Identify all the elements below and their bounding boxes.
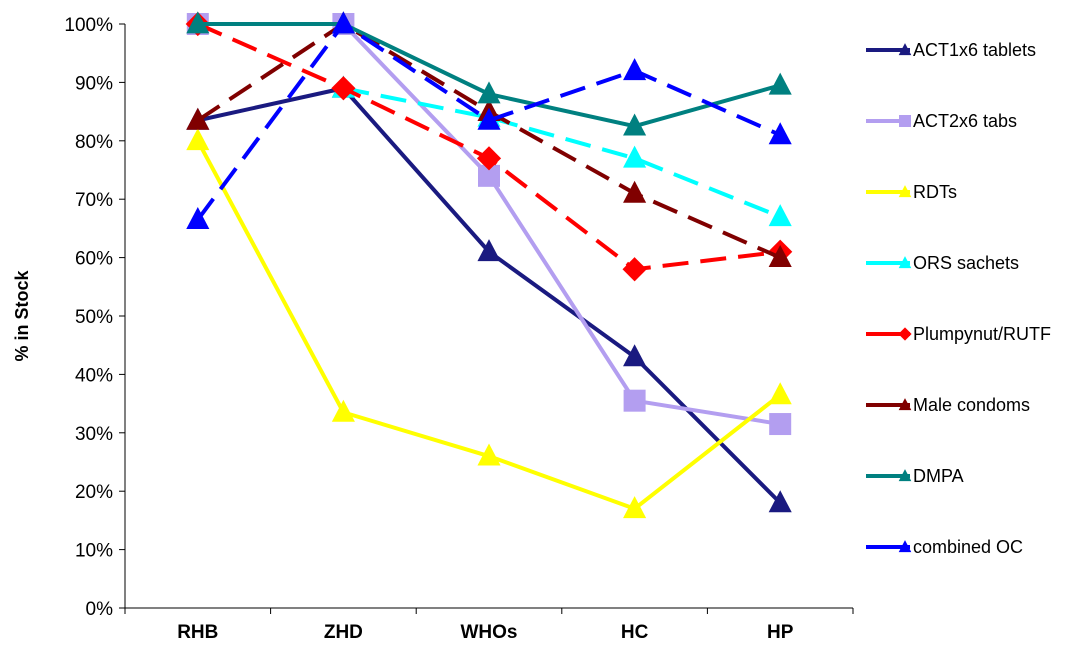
legend-item: ORS sachets: [866, 253, 1019, 273]
x-category-label: ZHD: [324, 622, 363, 643]
y-tick-label: 60%: [75, 249, 113, 270]
data-point: [622, 257, 647, 282]
data-point: [186, 206, 210, 229]
x-category-label: WHOs: [461, 622, 518, 643]
data-point: [768, 490, 792, 513]
y-tick-label: 50%: [75, 307, 113, 328]
y-tick-label: 30%: [75, 424, 113, 445]
y-tick-label: 80%: [75, 132, 113, 153]
legend-item: Plumpynut/RUTF: [866, 324, 1051, 344]
data-point: [623, 344, 647, 367]
legend-item: Male condoms: [866, 395, 1030, 415]
legend-item: combined OC: [866, 537, 1023, 557]
legend-marker: [898, 185, 912, 198]
series-male-condoms: [186, 11, 792, 267]
y-axis-ticks: 0% 10% 20% 30% 40% 50% 60% 70% 80% 90% 100%: [64, 15, 125, 620]
data-point: [331, 399, 355, 422]
legend-item: DMPA: [866, 466, 964, 486]
data-point: [623, 145, 647, 168]
legend-marker: [898, 469, 912, 482]
x-category-label: HC: [621, 622, 649, 643]
data-point: [623, 180, 647, 203]
series-layer: [185, 11, 793, 519]
data-point: [331, 11, 355, 34]
legend-item: ACT1x6 tablets: [866, 40, 1036, 60]
legend-label: ACT2x6 tabs: [913, 111, 1017, 131]
data-point: [623, 496, 647, 519]
legend-marker: [899, 115, 911, 127]
y-tick-label: 40%: [75, 365, 113, 386]
data-point: [768, 204, 792, 227]
x-category-label: HP: [767, 622, 794, 643]
data-point: [768, 382, 792, 405]
y-axis-title: % in Stock: [12, 270, 32, 362]
x-category-label: RHB: [177, 622, 218, 643]
data-point: [331, 76, 356, 101]
y-tick-label: 20%: [75, 482, 113, 503]
legend-label: RDTs: [913, 182, 957, 202]
series-combined-oc: [186, 11, 792, 229]
data-point: [477, 107, 501, 130]
series-rdts: [186, 128, 792, 519]
data-point: [768, 72, 792, 95]
data-point: [186, 11, 210, 34]
y-tick-label: 0%: [86, 599, 114, 620]
legend-label: Plumpynut/RUTF: [913, 324, 1051, 344]
data-point: [769, 413, 792, 436]
legend-marker: [898, 256, 912, 269]
x-axis-labels: RHB ZHD WHOs HC HP: [124, 608, 854, 643]
y-tick-label: 10%: [75, 541, 113, 562]
legend-marker: [898, 327, 912, 341]
data-point: [476, 146, 502, 171]
data-point: [623, 58, 647, 81]
y-tick-label: 100%: [64, 15, 113, 36]
legend-marker: [898, 43, 912, 56]
data-point: [623, 389, 646, 412]
data-point: [623, 113, 647, 136]
legend-item: RDTs: [866, 182, 957, 202]
legend-label: ORS sachets: [913, 253, 1019, 273]
legend-label: Male condoms: [913, 395, 1030, 415]
legend-label: ACT1x6 tablets: [913, 40, 1036, 60]
series-line: [196, 22, 782, 260]
legend: ACT1x6 tablets ACT2x6 tabs RDTs ORS sachets…: [866, 40, 1051, 557]
data-point: [186, 107, 210, 130]
data-point: [768, 244, 792, 267]
y-tick-label: 70%: [75, 190, 113, 211]
data-point: [477, 239, 501, 262]
legend-marker: [898, 398, 912, 411]
legend-marker: [898, 540, 912, 553]
data-point: [477, 81, 501, 104]
y-tick-label: 90%: [75, 73, 113, 94]
legend-item: ACT2x6 tabs: [866, 111, 1017, 131]
data-point: [186, 128, 210, 151]
legend-label: combined OC: [913, 537, 1023, 557]
legend-label: DMPA: [913, 466, 964, 486]
data-point: [477, 443, 501, 466]
data-point: [768, 122, 792, 145]
data-point: [478, 164, 500, 187]
